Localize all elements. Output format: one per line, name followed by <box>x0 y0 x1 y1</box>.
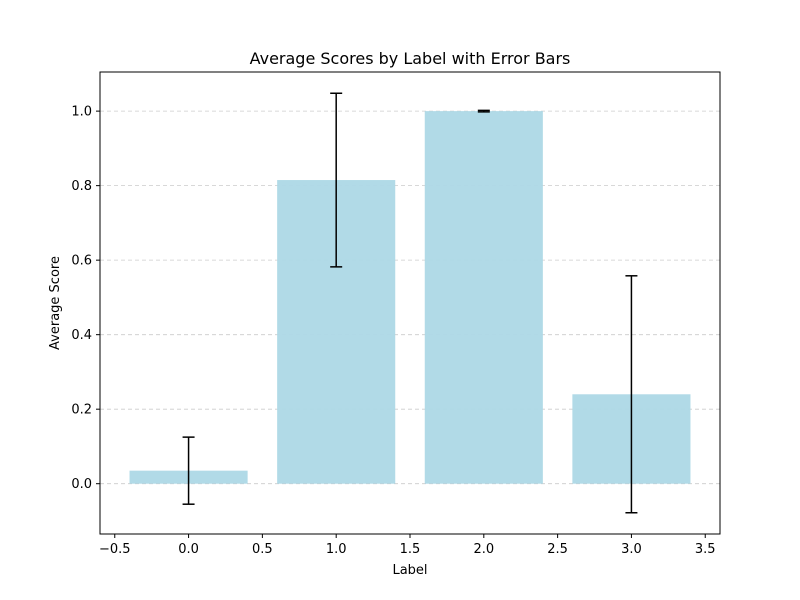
error-bar <box>625 275 638 514</box>
x-axis-label: Label <box>392 563 427 578</box>
y-tick-label: 1.0 <box>71 105 92 120</box>
x-tick-label: −0.5 <box>99 542 131 557</box>
x-tick-label: 3.0 <box>621 542 642 557</box>
chart-title: Average Scores by Label with Error Bars <box>250 49 571 68</box>
x-tick-label: 1.5 <box>400 542 421 557</box>
error-bar <box>182 436 195 505</box>
x-tick-label: 0.0 <box>178 542 199 557</box>
y-tick-label: 0.0 <box>71 477 92 492</box>
error-bar <box>477 109 490 113</box>
y-tick-label: 0.8 <box>71 179 92 194</box>
bar <box>424 111 543 484</box>
x-tick-label: 1.0 <box>326 542 347 557</box>
y-tick-label: 0.6 <box>71 254 92 269</box>
y-axis-ticks: 0.0 0.2 0.4 0.6 0.8 1.0 <box>71 105 100 492</box>
error-bars <box>182 92 638 514</box>
y-tick-label: 0.2 <box>71 403 92 418</box>
error-bar <box>330 92 343 268</box>
x-axis-ticks: −0.5 0.0 0.5 1.0 1.5 2.0 2.5 3.0 3.5 <box>99 534 716 557</box>
y-axis-label: Average Score <box>48 256 63 350</box>
y-tick-label: 0.4 <box>71 328 92 343</box>
x-tick-label: 0.5 <box>252 542 273 557</box>
grid-lines <box>100 110 720 485</box>
x-tick-label: 2.0 <box>473 542 494 557</box>
x-tick-label: 3.5 <box>695 542 716 557</box>
x-tick-label: 2.5 <box>547 542 568 557</box>
